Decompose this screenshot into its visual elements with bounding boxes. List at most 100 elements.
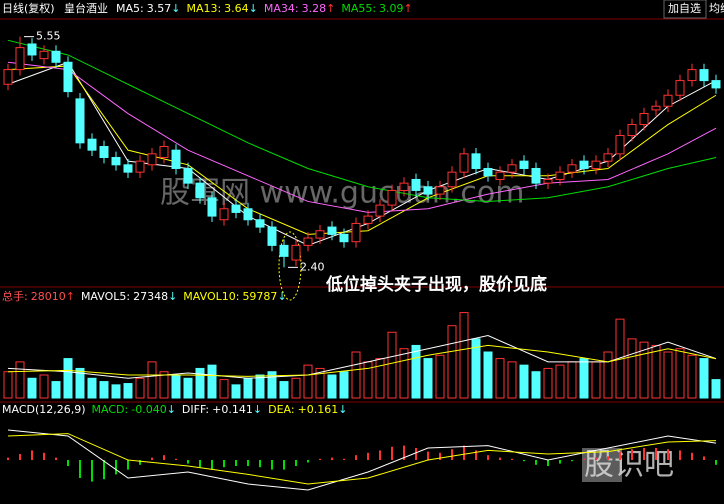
legend-label: MA5: <box>116 2 144 15</box>
volume-bar <box>507 361 517 399</box>
button-frame[interactable] <box>663 0 707 19</box>
candle-body <box>27 43 37 56</box>
volume-bar <box>351 351 361 399</box>
volume-bar <box>483 351 493 399</box>
volume-bar <box>219 379 229 399</box>
legend-arrow: ↓ <box>253 403 262 416</box>
legend-label: MAVOL10: <box>183 290 239 303</box>
candle-body <box>567 164 577 173</box>
add-watchlist[interactable]: 加自选 <box>668 2 701 15</box>
candle-body <box>159 146 169 158</box>
candle-body <box>435 186 445 195</box>
candle-body <box>183 167 193 184</box>
legend-value: 3.57 <box>147 2 172 15</box>
candle-body <box>267 226 277 246</box>
legend-arrow: ↓ <box>338 403 347 416</box>
annotation: 低位掉头夹子出现，股价见底 <box>325 274 547 295</box>
legend-arrow: ↑ <box>66 290 75 303</box>
candle-body <box>39 50 49 60</box>
volume-bar <box>183 377 193 399</box>
volume-bar <box>375 358 385 399</box>
volume-bar <box>567 361 577 399</box>
candle-body <box>3 69 13 85</box>
volume-bar <box>111 384 121 399</box>
volume-bar <box>147 361 157 399</box>
candle-body <box>363 215 373 224</box>
legend-label: DIFF: <box>182 403 209 416</box>
candle-body <box>447 171 457 188</box>
volume-bar <box>123 383 133 399</box>
legend-label: MA55: <box>341 2 376 15</box>
candle-body <box>351 222 361 243</box>
volume-bar <box>303 364 313 399</box>
volume-bar <box>159 371 169 399</box>
volume-bar <box>231 384 241 399</box>
watermark2: 股识吧 <box>584 448 674 483</box>
candle-body <box>663 94 673 107</box>
mavol-line <box>7 344 717 377</box>
legend: MA5: 3.57↓ MA13: 3.64↓ MA34: 3.28↑ MA55: 3.09↑ <box>116 2 413 15</box>
price-label: 5.55 <box>36 30 61 43</box>
candle-body <box>231 204 241 213</box>
volume-bar <box>579 358 589 399</box>
legend-value: 59787 <box>242 290 277 303</box>
ma-line <box>7 39 717 202</box>
candle-body <box>87 138 97 151</box>
candle-body <box>531 167 541 184</box>
volume-bar <box>627 338 637 399</box>
candle-body <box>711 80 721 89</box>
candle-body <box>279 244 289 257</box>
candle-body <box>327 226 337 235</box>
candle-body <box>171 149 181 169</box>
legend-value: 3.64 <box>224 2 249 15</box>
candle-body <box>51 50 61 63</box>
legend-label: MACD: <box>92 403 129 416</box>
price-label: 2.40 <box>300 260 325 273</box>
candle-body <box>123 164 133 173</box>
volume-bar <box>471 338 481 399</box>
candle-body <box>15 47 25 71</box>
volume-bar <box>495 358 505 399</box>
volume-bar <box>99 381 109 399</box>
volume-bar <box>411 344 421 399</box>
macd-line <box>7 429 717 491</box>
legend-label: 总手: <box>2 289 28 303</box>
volume-bar <box>675 348 685 399</box>
candle-body <box>471 153 481 169</box>
candle-body <box>291 244 301 261</box>
volume-bar <box>171 374 181 399</box>
legend: 总手: 28010↑ MAVOL5: 27348↓ MAVOL10: 59787↓ <box>2 289 287 303</box>
volume-bar <box>255 374 265 399</box>
volume-bar <box>639 341 649 399</box>
volume-bar <box>711 379 721 399</box>
legend-value: 27348 <box>133 290 168 303</box>
legend-value: 3.09 <box>379 2 404 15</box>
legend-value: 3.28 <box>302 2 327 15</box>
volume-bar <box>543 367 553 399</box>
candle-body <box>219 208 229 221</box>
legend-value: +0.141 <box>212 403 253 416</box>
highlight-ellipse <box>278 231 302 301</box>
candle-body <box>303 237 313 246</box>
candle-body <box>459 153 469 173</box>
volume-bar <box>459 312 469 399</box>
volume-bar <box>363 361 373 399</box>
macd-line <box>7 433 717 485</box>
candle-body <box>339 233 349 243</box>
legend-label: DEA: <box>268 403 294 416</box>
candle-body <box>603 153 613 162</box>
legend-label: MA13: <box>186 2 221 15</box>
candle-body <box>699 69 709 82</box>
volume-bar <box>699 358 709 399</box>
candle-body <box>591 160 601 169</box>
volume-bar <box>279 381 289 399</box>
candle-body <box>375 204 385 217</box>
ma-button[interactable]: 均线 <box>709 1 724 15</box>
legend-label: MAVOL5: <box>81 290 130 303</box>
legend-arrow: ↑ <box>404 2 413 15</box>
legend-arrow: ↓ <box>167 403 176 416</box>
stock-name: 皇台酒业 <box>64 1 108 15</box>
candle-body <box>627 124 637 137</box>
candle-body <box>543 178 553 184</box>
